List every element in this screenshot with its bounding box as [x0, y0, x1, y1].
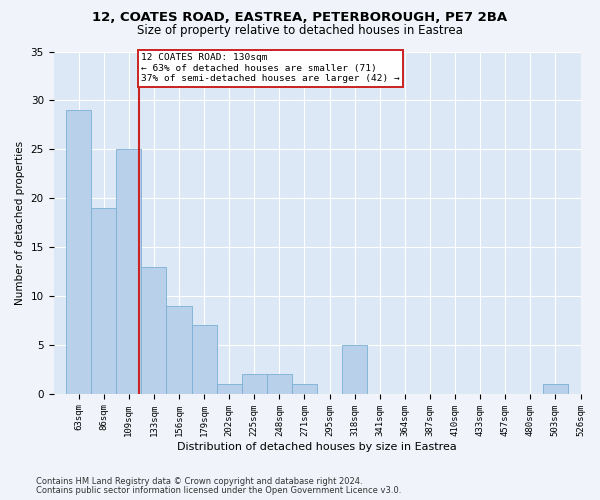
- Text: 12, COATES ROAD, EASTREA, PETERBOROUGH, PE7 2BA: 12, COATES ROAD, EASTREA, PETERBOROUGH, …: [92, 11, 508, 24]
- Bar: [217, 384, 242, 394]
- Bar: [242, 374, 267, 394]
- Bar: [142, 266, 166, 394]
- Bar: [166, 306, 191, 394]
- Bar: [543, 384, 568, 394]
- Bar: [342, 344, 367, 394]
- Text: Contains HM Land Registry data © Crown copyright and database right 2024.: Contains HM Land Registry data © Crown c…: [36, 477, 362, 486]
- Text: Size of property relative to detached houses in Eastrea: Size of property relative to detached ho…: [137, 24, 463, 37]
- Bar: [191, 325, 217, 394]
- Bar: [91, 208, 116, 394]
- Bar: [66, 110, 91, 394]
- Y-axis label: Number of detached properties: Number of detached properties: [15, 140, 25, 304]
- Text: Contains public sector information licensed under the Open Government Licence v3: Contains public sector information licen…: [36, 486, 401, 495]
- Bar: [116, 149, 142, 394]
- Text: 12 COATES ROAD: 130sqm
← 63% of detached houses are smaller (71)
37% of semi-det: 12 COATES ROAD: 130sqm ← 63% of detached…: [141, 54, 400, 84]
- Bar: [267, 374, 292, 394]
- X-axis label: Distribution of detached houses by size in Eastrea: Distribution of detached houses by size …: [177, 442, 457, 452]
- Bar: [292, 384, 317, 394]
